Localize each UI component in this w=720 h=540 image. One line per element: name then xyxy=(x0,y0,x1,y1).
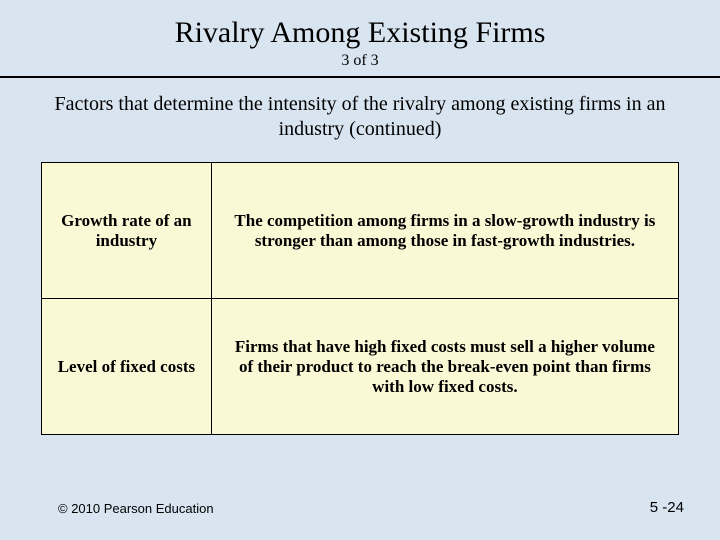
intro-text: Factors that determine the intensity of … xyxy=(28,92,692,142)
factor-desc-cell: The competition among firms in a slow-gr… xyxy=(211,163,678,299)
slide: Rivalry Among Existing Firms 3 of 3 Fact… xyxy=(0,0,720,540)
factor-name-cell: Level of fixed costs xyxy=(42,299,212,435)
copyright-text: © 2010 Pearson Education xyxy=(58,501,214,516)
table-row: Level of fixed costs Firms that have hig… xyxy=(42,299,679,435)
factors-table: Growth rate of an industry The competiti… xyxy=(41,162,679,435)
slide-subtitle: 3 of 3 xyxy=(0,52,720,70)
slide-title: Rivalry Among Existing Firms xyxy=(0,0,720,50)
table-row: Growth rate of an industry The competiti… xyxy=(42,163,679,299)
factor-name-cell: Growth rate of an industry xyxy=(42,163,212,299)
factor-desc-cell: Firms that have high fixed costs must se… xyxy=(211,299,678,435)
page-number: 5 -24 xyxy=(650,499,684,516)
title-divider xyxy=(0,76,720,78)
